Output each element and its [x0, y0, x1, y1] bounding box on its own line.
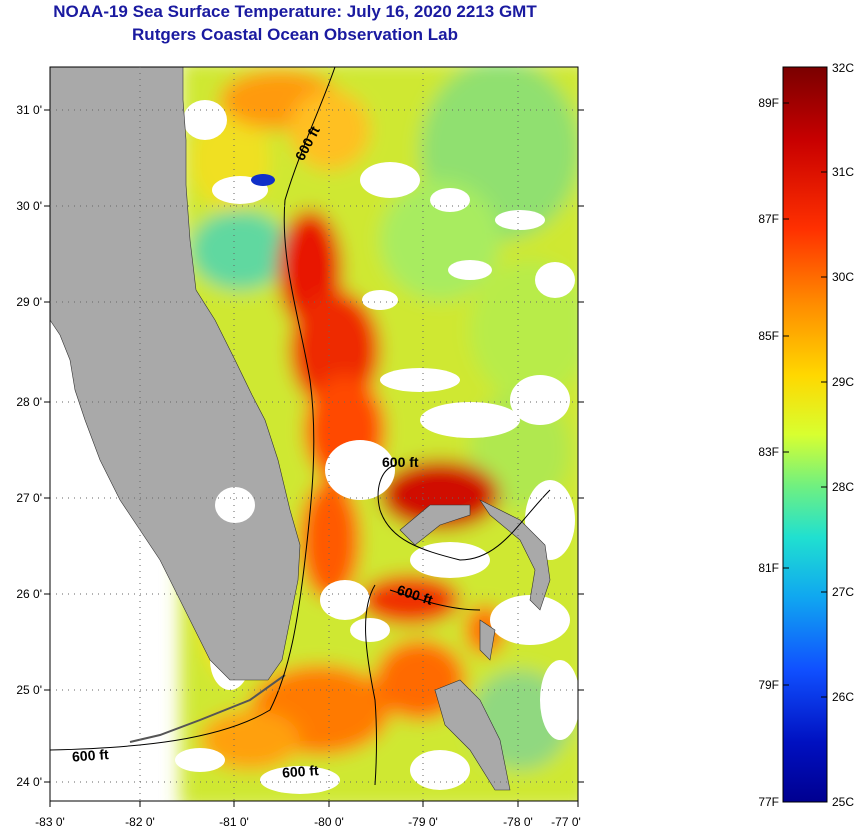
colorbar-label-c: 32C	[832, 61, 854, 75]
contour-label: 600 ft	[282, 762, 320, 781]
contour-label: 600 ft	[71, 746, 109, 765]
colorbar-label-c: 29C	[832, 375, 854, 389]
colorbar	[782, 66, 828, 803]
lon-label: -81 0'	[219, 815, 249, 829]
graticule	[50, 67, 578, 801]
florida-land	[50, 67, 301, 681]
lat-label: 29 0'	[16, 295, 42, 309]
florida-keys	[129, 674, 286, 743]
colorbar-label-f: 85F	[758, 329, 779, 343]
page-subtitle: Rutgers Coastal Ocean Observation Lab	[132, 25, 458, 44]
colorbar-label-f: 89F	[758, 96, 779, 110]
colorbar-label-f: 87F	[758, 212, 779, 226]
lon-label: -79 0'	[408, 815, 438, 829]
lon-label: -78 0'	[503, 815, 533, 829]
colorbar-fahrenheit-labels: 89F 87F 85F 83F 81F 79F 77F	[758, 96, 779, 809]
lat-label: 27 0'	[16, 491, 42, 505]
colorbar-label-f: 81F	[758, 561, 779, 575]
colorbar-celsius-labels: 32C 31C 30C 29C 28C 27C 26C 25C	[832, 61, 854, 809]
lat-label: 30 0'	[16, 199, 42, 213]
lon-label: -77 0'	[551, 815, 581, 829]
colorbar-label-f: 83F	[758, 445, 779, 459]
lat-label: 28 0'	[16, 395, 42, 409]
no-data-patches	[175, 100, 578, 794]
lat-label: 25 0'	[16, 683, 42, 697]
colorbar-label-c: 31C	[832, 165, 854, 179]
colorbar-label-f: 79F	[758, 678, 779, 692]
colorbar-label-c: 25C	[832, 795, 854, 809]
bahamas-land	[399, 499, 551, 791]
colorbar-label-c: 30C	[832, 270, 854, 284]
lon-label: -82 0'	[125, 815, 155, 829]
lon-label: -83 0'	[35, 815, 65, 829]
lon-labels: -83 0' -82 0' -81 0' -80 0' -79 0' -78 0…	[35, 815, 581, 829]
map-border	[49, 66, 579, 802]
axis-ticks	[44, 109, 584, 807]
colorbar-label-c: 28C	[832, 480, 854, 494]
colorbar-label-c: 26C	[832, 690, 854, 704]
lat-label: 26 0'	[16, 587, 42, 601]
lat-labels: 31 0' 30 0' 29 0' 28 0' 27 0' 26 0' 25 0…	[16, 103, 42, 789]
colorbar-label-c: 27C	[832, 585, 854, 599]
lat-label: 24 0'	[16, 775, 42, 789]
bathymetry-contours	[50, 67, 551, 786]
lake-okeechobee	[215, 487, 255, 523]
colorbar-ticks	[783, 102, 827, 698]
contour-label: 600 ft	[382, 454, 419, 470]
colorbar-label-f: 77F	[758, 795, 779, 809]
lat-label: 31 0'	[16, 103, 42, 117]
lon-label: -80 0'	[314, 815, 344, 829]
sst-field	[50, 67, 578, 801]
page-title: NOAA-19 Sea Surface Temperature: July 16…	[53, 2, 537, 21]
